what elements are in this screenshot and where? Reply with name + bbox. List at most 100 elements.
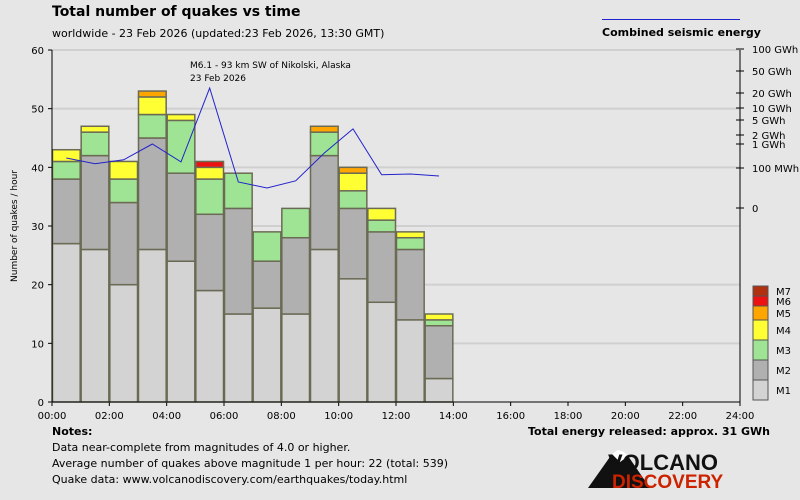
bar-m1	[252, 307, 282, 403]
bar-m2	[80, 154, 110, 251]
energy-tick-label: 5 GWh	[752, 116, 786, 127]
x-tick-label: 00:00	[38, 411, 67, 422]
bar-m2	[166, 172, 196, 262]
bar-m2	[309, 154, 339, 251]
svg-text:DISCOVERY: DISCOVERY	[612, 472, 724, 490]
bar-m1	[367, 301, 397, 403]
bar-m1	[338, 278, 368, 403]
x-tick-label: 22:00	[668, 411, 697, 422]
legend-label-m1: M1	[776, 386, 791, 397]
bar-m1	[51, 242, 81, 403]
bar-m2	[424, 324, 454, 380]
y-tick-label: 10	[31, 339, 44, 350]
energy-legend-line	[602, 19, 740, 20]
x-tick-label: 10:00	[324, 411, 353, 422]
bar-m1	[281, 313, 311, 403]
energy-line	[66, 86, 440, 189]
bar-m2	[137, 137, 167, 251]
bar-m3	[252, 231, 282, 262]
bar-m3	[51, 160, 81, 180]
energy-tick-label: 10 GWh	[752, 104, 792, 115]
energy-tick-label: 1 GWh	[752, 140, 786, 151]
legend-label-m3: M3	[776, 346, 791, 357]
bar-m4	[338, 172, 368, 192]
legend-label-m5: M5	[776, 309, 791, 320]
bar-m3	[367, 219, 397, 233]
y-tick-label: 60	[31, 46, 44, 57]
bar-m1	[223, 313, 253, 403]
quake-annotation-date: 23 Feb 2026	[190, 74, 246, 84]
bar-m1	[109, 283, 139, 403]
bar-m3	[195, 178, 225, 216]
bar-m3	[223, 172, 253, 210]
legend-label-m7: M7	[776, 287, 791, 298]
bar-m4	[137, 96, 167, 116]
legend-label-m4: M4	[776, 326, 791, 337]
bar-m4	[195, 166, 225, 180]
bar-m2	[252, 260, 282, 309]
bar-m4	[166, 113, 196, 122]
bar-m5	[338, 166, 368, 174]
bar-m3	[109, 178, 139, 204]
bar-m2	[109, 201, 139, 286]
legend-swatch-m3	[752, 339, 769, 361]
bar-m3	[424, 319, 454, 327]
x-tick-label: 08:00	[267, 411, 296, 422]
y-tick-label: 40	[31, 163, 44, 174]
x-tick-label: 20:00	[611, 411, 640, 422]
y-axis-label: Number of quakes / hour	[10, 170, 20, 282]
legend-swatch-m2	[752, 359, 769, 381]
bar-m4	[367, 207, 397, 221]
legend-swatch-m5	[752, 305, 769, 321]
bar-m4	[109, 160, 139, 180]
legend-swatch-m4	[752, 319, 769, 341]
bar-m5	[309, 125, 339, 133]
x-tick-label: 02:00	[95, 411, 124, 422]
x-tick-label: 14:00	[439, 411, 468, 422]
y-tick-label: 0	[38, 398, 44, 409]
energy-legend-label: Combined seismic energy	[602, 26, 761, 39]
notes-title: Notes:	[52, 425, 93, 438]
note-line: Average number of quakes above magnitude…	[52, 457, 448, 470]
bar-m3	[309, 131, 339, 157]
bar-m3	[166, 119, 196, 174]
bar-m1	[195, 289, 225, 403]
x-tick-label: 04:00	[152, 411, 181, 422]
energy-tick-label: 100 GWh	[752, 45, 798, 56]
legend-label-m6: M6	[776, 297, 791, 308]
x-tick-label: 16:00	[496, 411, 525, 422]
bar-m2	[367, 231, 397, 304]
y-tick-label: 20	[31, 281, 44, 292]
bar-m1	[137, 248, 167, 403]
bar-m4	[80, 125, 110, 133]
x-tick-label: 06:00	[210, 411, 239, 422]
y-tick-label: 50	[31, 105, 44, 116]
bar-m3	[137, 113, 167, 139]
note-line: Data near-complete from magnitudes of 4.…	[52, 441, 351, 454]
bar-m4	[395, 231, 425, 239]
energy-tick-label: 2 GWh	[752, 131, 786, 142]
bar-m2	[395, 248, 425, 321]
energy-tick-label: 0	[752, 204, 758, 215]
x-tick-label: 24:00	[726, 411, 755, 422]
bar-m2	[281, 236, 311, 315]
bar-m2	[195, 213, 225, 292]
bar-m1	[80, 248, 110, 403]
bar-m3	[80, 131, 110, 157]
volcanodiscovery-logo: VOLCANO DISCOVERY	[588, 450, 724, 490]
total-energy: Total energy released: approx. 31 GWh	[528, 425, 770, 438]
bar-m1	[309, 248, 339, 403]
chart-title: Total number of quakes vs time	[52, 4, 301, 20]
bar-m6	[195, 160, 225, 169]
bar-m5	[137, 90, 167, 98]
legend-swatch-m1	[752, 379, 769, 401]
bar-m1	[424, 377, 454, 403]
chart-subtitle: worldwide - 23 Feb 2026 (updated:23 Feb …	[52, 27, 385, 40]
energy-tick-label: 20 GWh	[752, 89, 792, 100]
legend-swatch-m7	[752, 285, 769, 297]
bar-m3	[395, 236, 425, 251]
bar-m3	[281, 207, 311, 239]
x-tick-label: 12:00	[382, 411, 411, 422]
bar-m1	[395, 319, 425, 403]
